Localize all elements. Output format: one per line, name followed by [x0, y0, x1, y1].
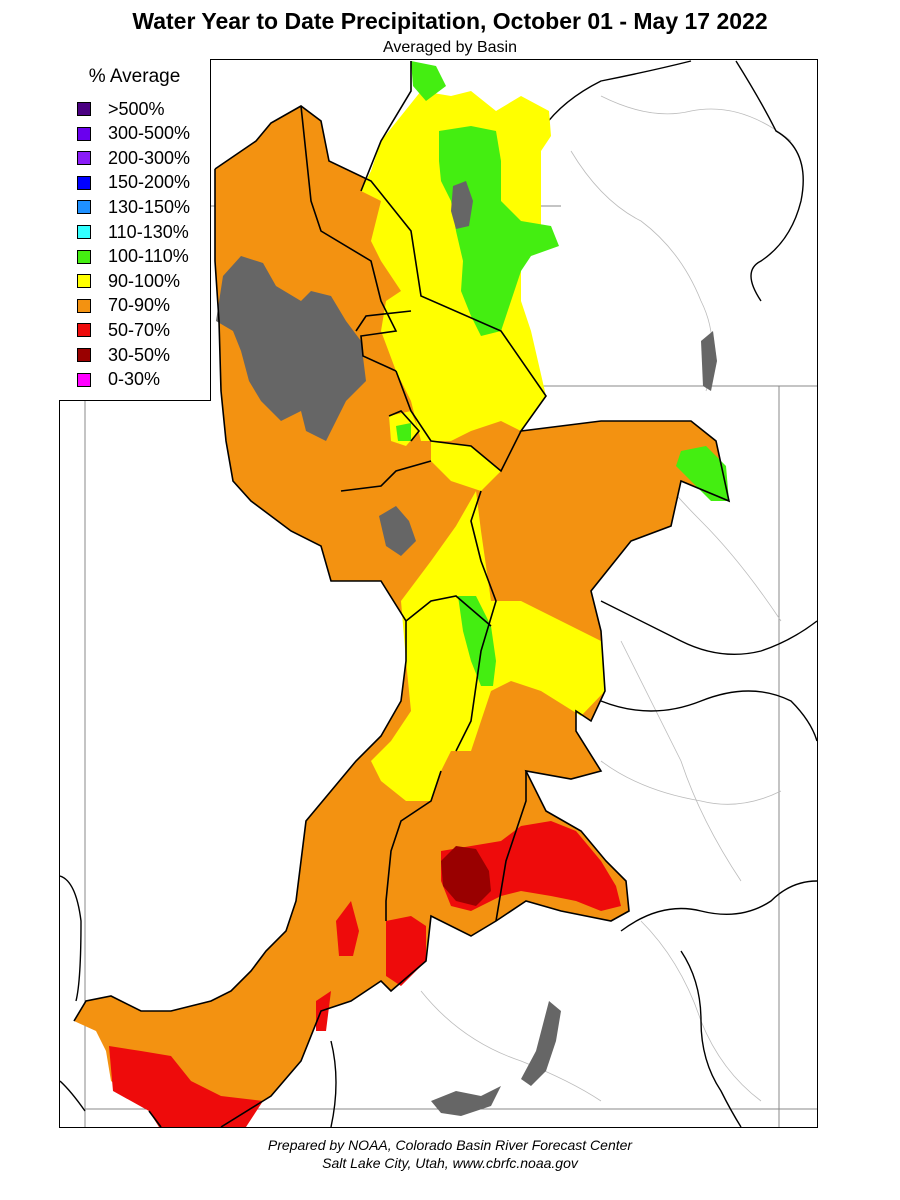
legend-swatch — [77, 298, 91, 313]
blank-basin-outlines — [60, 60, 817, 1127]
basin-fill-green — [396, 61, 729, 686]
great-salt-lake — [216, 256, 366, 441]
legend-label: 300-500% — [108, 123, 191, 144]
legend-label: 110-130% — [108, 221, 189, 242]
legend-item: 70-90% — [77, 294, 170, 318]
legend-label: 50-70% — [108, 319, 171, 340]
utah-lake — [379, 506, 416, 556]
footer-credit: Prepared by NOAA, Colorado Basin River F… — [267, 1137, 633, 1153]
footer-location: Salt Lake City, Utah, www.cbrfc.noaa.gov — [322, 1155, 578, 1171]
legend-swatch — [77, 102, 91, 116]
legend-label: 30-50% — [108, 344, 171, 365]
legend-swatch — [77, 126, 91, 141]
map-canvas — [60, 60, 817, 1127]
legend-swatch — [77, 225, 91, 239]
lakes — [216, 181, 717, 1116]
legend-swatch — [77, 151, 91, 166]
legend-item: 300-500% — [77, 122, 190, 146]
legend-swatch — [77, 200, 91, 215]
legend-label: 70-90% — [108, 295, 171, 316]
basin-boundaries — [73, 61, 731, 1127]
legend-item: 30-50% — [77, 343, 170, 367]
basin-fill-darkred — [441, 846, 491, 906]
legend-item: 110-130% — [77, 220, 189, 244]
legend-item: 90-100% — [77, 269, 180, 293]
legend-item: 150-200% — [77, 171, 190, 195]
legend-label: 0-30% — [108, 369, 161, 390]
legend-swatch — [77, 372, 91, 387]
bear-lake — [451, 181, 473, 229]
legend-label: 130-150% — [108, 196, 191, 217]
map-title: Water Year to Date Precipitation, Octobe… — [132, 8, 768, 34]
legend-label: 150-200% — [108, 172, 191, 193]
legend-title: % Average — [88, 66, 181, 87]
legend-item: 200-300% — [77, 146, 190, 170]
map-frame — [59, 59, 818, 1128]
legend-item: >500% — [77, 97, 165, 121]
legend-swatch — [77, 249, 91, 264]
legend-swatch — [77, 348, 91, 362]
legend-item: 130-150% — [77, 195, 190, 219]
legend-item: 50-70% — [77, 318, 170, 342]
legend-label: 200-300% — [108, 147, 191, 168]
legend-item: 0-30% — [77, 368, 160, 392]
legend-label: >500% — [108, 98, 165, 119]
legend-swatch — [77, 175, 91, 190]
legend-label: 90-100% — [108, 270, 181, 291]
legend-label: 100-110% — [108, 246, 189, 267]
legend-item: 100-110% — [77, 245, 189, 269]
legend-swatch — [77, 274, 91, 289]
legend-swatch — [77, 323, 91, 338]
legend: % Average >500% 300-500% 200-300% 150-200% 1… — [59, 59, 211, 401]
map-subtitle: Averaged by Basin — [382, 39, 517, 56]
